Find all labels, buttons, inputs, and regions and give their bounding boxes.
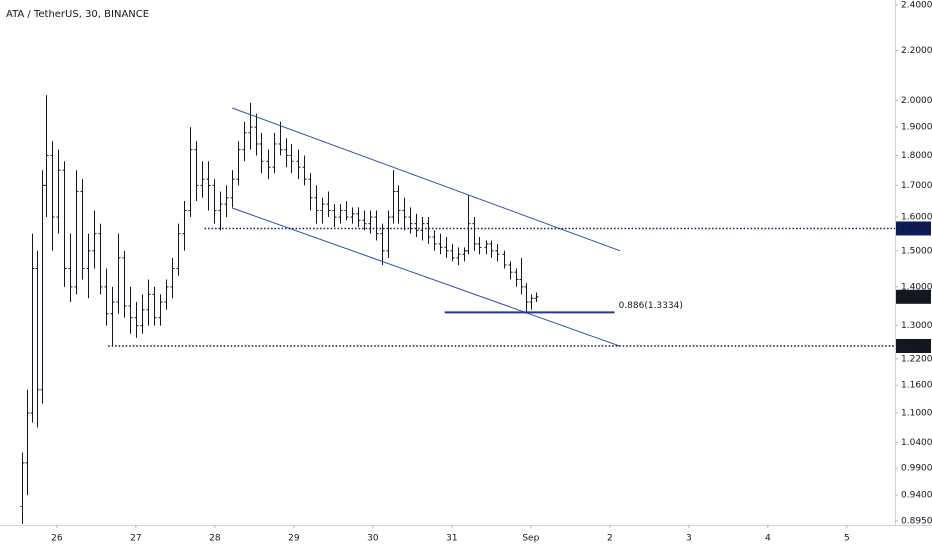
x-tick-label: 2 (607, 534, 613, 544)
y-tick-label: 0.9900 (901, 464, 932, 474)
x-tick-label: 27 (130, 534, 141, 544)
chart-title: ATA / TetherUS, 30, BINANCE (6, 9, 149, 20)
y-tick-label: 1.2200 (901, 354, 932, 364)
x-tick-label: 28 (209, 534, 221, 544)
y-tick-label: 2.2000 (901, 46, 932, 56)
x-tick-label: 5 (844, 534, 850, 544)
price-tag-label: 1.3737 (900, 292, 932, 302)
price-tag (896, 221, 931, 236)
y-tick-label: 0.8950 (901, 516, 932, 526)
fib-label: 0.886(1.3334) (619, 301, 683, 311)
x-tick-label: 31 (446, 534, 457, 544)
x-tick-label: 29 (288, 534, 300, 544)
x-tick-label: 3 (686, 534, 692, 544)
y-tick-label: 1.6000 (901, 213, 932, 223)
y-tick-label: 1.5000 (901, 246, 932, 256)
y-tick-label: 1.9000 (901, 123, 932, 133)
y-tick-label: 1.7000 (901, 181, 932, 191)
y-tick-label: 0.9400 (901, 491, 932, 501)
x-tick-label: 30 (367, 534, 379, 544)
price-tag-label: 1.5655 (900, 224, 932, 234)
x-tick-label: 26 (51, 534, 63, 544)
trendline (232, 107, 621, 252)
y-tick-label: 2.0000 (901, 96, 932, 106)
y-tick-label: 1.4000 (901, 282, 932, 292)
x-tick-label: Sep (522, 534, 539, 544)
price-tag (896, 289, 931, 304)
trendline (232, 207, 621, 347)
y-tick-label: 1.1600 (901, 381, 932, 391)
y-tick-label: 1.3000 (901, 321, 932, 331)
y-tick-label: 1.0400 (901, 438, 932, 448)
y-tick-label: 2.4000 (901, 0, 932, 10)
price-tag (896, 338, 931, 353)
price-tag-label: 1.2504 (900, 341, 932, 351)
y-tick-label: 1.8000 (901, 151, 932, 161)
y-tick-label: 1.1000 (901, 409, 932, 419)
x-tick-label: 4 (765, 534, 771, 544)
